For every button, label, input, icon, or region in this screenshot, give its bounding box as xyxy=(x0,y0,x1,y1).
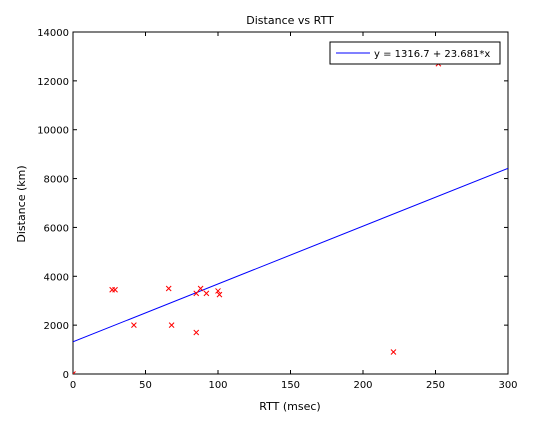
point-stroke-b xyxy=(112,286,118,293)
y-tick-label: 4000 xyxy=(44,272,69,283)
plot-marks xyxy=(73,60,508,374)
y-axis-label: Distance (km) xyxy=(15,165,28,242)
legend-box xyxy=(329,41,501,65)
scatter-point xyxy=(193,329,200,336)
scatter-point xyxy=(168,322,175,328)
scatter-point xyxy=(131,322,137,328)
point-stroke-b xyxy=(168,322,175,328)
y-tick-label: 12000 xyxy=(37,77,69,88)
point-stroke-b xyxy=(73,371,76,374)
point-stroke-b xyxy=(203,290,210,297)
point-stroke-b xyxy=(215,288,221,294)
point-stroke-b xyxy=(165,285,172,292)
y-tick-label: 2000 xyxy=(44,321,69,332)
chart-title: Distance vs RTT xyxy=(246,14,334,27)
legend-entry-fit: y = 1316.7 + 23.681*x xyxy=(374,49,490,60)
y-tick-label: 14000 xyxy=(37,28,69,39)
point-stroke-b xyxy=(197,285,204,292)
scatter-point xyxy=(216,291,223,298)
point-stroke-b xyxy=(193,290,200,297)
y-tick-label: 10000 xyxy=(37,126,69,137)
y-tick-label: 0 xyxy=(63,370,69,381)
x-tick-label: 100 xyxy=(208,380,227,391)
legend: y = 1316.7 + 23.681*x xyxy=(329,41,501,65)
point-stroke-b xyxy=(390,349,397,355)
fit-line xyxy=(73,167,508,343)
x-tick-label: 0 xyxy=(70,380,76,391)
scatter-point xyxy=(73,371,76,374)
point-stroke-b xyxy=(216,291,223,298)
point-stroke-b xyxy=(193,329,200,336)
scatter-point xyxy=(215,288,221,294)
scatter-point xyxy=(193,290,200,297)
plot-area xyxy=(72,31,509,375)
x-tick-label: 150 xyxy=(281,380,300,391)
x-tick-label: 200 xyxy=(353,380,372,391)
scatter-point xyxy=(203,290,210,297)
axis-ticks: 0 50 100 150 200 250 300 0 2000 4000 6000 8000 10000… xyxy=(37,28,517,391)
scatter-point xyxy=(197,285,204,292)
x-tick-label: 250 xyxy=(426,380,445,391)
x-tick-label: 50 xyxy=(139,380,152,391)
scatter-point xyxy=(165,285,172,292)
y-tick-label: 8000 xyxy=(44,175,69,186)
y-tick-label: 6000 xyxy=(44,223,69,234)
point-stroke-b xyxy=(131,322,137,328)
scatter-point xyxy=(390,349,397,355)
x-axis-label: RTT (msec) xyxy=(259,400,320,413)
x-tick-label: 300 xyxy=(498,380,517,391)
scatter-point xyxy=(112,286,118,293)
